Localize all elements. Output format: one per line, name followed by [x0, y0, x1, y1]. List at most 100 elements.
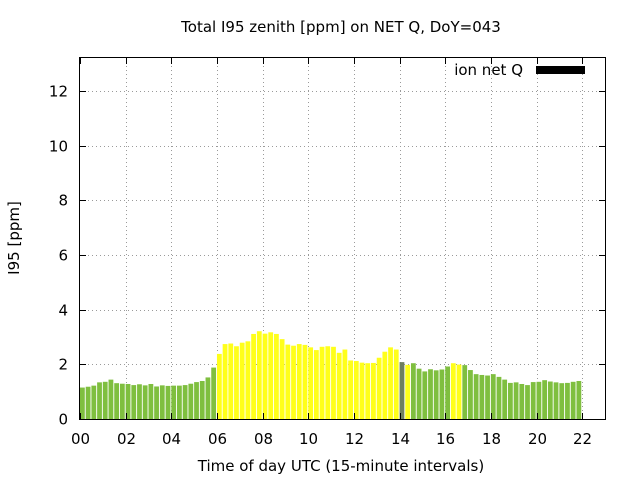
bar	[125, 383, 131, 419]
bar	[171, 385, 177, 419]
y-tick-label: 6	[58, 247, 68, 265]
bar	[428, 369, 433, 419]
bar	[296, 344, 302, 419]
x-tick-label: 12	[345, 430, 364, 448]
bar	[336, 352, 342, 419]
bar	[513, 382, 519, 419]
bar	[194, 382, 199, 419]
bar	[302, 344, 308, 419]
bar	[119, 383, 125, 419]
bar	[177, 385, 182, 419]
plot-frame	[79, 57, 606, 420]
bar	[251, 333, 256, 419]
bar	[234, 346, 239, 419]
bar	[291, 345, 296, 419]
x-tick-label: 22	[573, 430, 592, 448]
bar	[239, 342, 245, 419]
bar	[371, 362, 376, 419]
bar	[570, 381, 576, 419]
grid	[80, 58, 605, 419]
bar	[148, 383, 154, 419]
bar	[490, 374, 496, 419]
x-tick-label: 20	[528, 430, 547, 448]
bar	[262, 333, 268, 419]
bar	[576, 380, 582, 419]
bar	[376, 357, 382, 419]
x-tick-label: 04	[162, 430, 181, 448]
y-axis-label: I95 [ppm]	[5, 201, 23, 275]
bar	[559, 383, 565, 419]
bar	[399, 362, 405, 419]
bar	[479, 374, 485, 419]
y-tick-label: 0	[58, 411, 68, 429]
bar	[393, 349, 399, 419]
bar	[313, 350, 319, 419]
bar	[102, 381, 108, 419]
bar	[405, 364, 411, 419]
x-tick-label: 14	[391, 430, 410, 448]
bar	[91, 385, 97, 419]
bar	[154, 386, 159, 419]
bar	[359, 362, 365, 419]
bar	[142, 385, 148, 419]
y-tick-label: 12	[49, 83, 68, 101]
bar	[456, 364, 462, 419]
bar	[182, 385, 188, 419]
bar	[519, 383, 525, 419]
bar	[445, 366, 451, 419]
bar	[542, 380, 548, 419]
bar	[388, 347, 393, 419]
bar	[433, 370, 439, 419]
bar	[199, 380, 205, 419]
bar	[496, 376, 502, 419]
legend-label: ion net Q	[454, 61, 523, 79]
bar	[159, 385, 165, 419]
bar	[165, 385, 171, 419]
bar	[342, 349, 348, 419]
bar	[216, 353, 222, 419]
bar	[211, 367, 217, 419]
bar	[279, 339, 285, 419]
y-tick-label: 8	[58, 192, 68, 210]
bar	[245, 341, 251, 419]
x-tick-label: 08	[254, 430, 273, 448]
bar	[137, 384, 142, 419]
bar	[553, 382, 559, 419]
bar	[530, 382, 536, 419]
bar	[507, 382, 513, 419]
bar	[473, 374, 479, 419]
bar	[188, 383, 194, 419]
bar	[325, 346, 331, 419]
bar	[468, 370, 473, 419]
chart-title: Total I95 zenith [ppm] on NET Q, DoY=043	[180, 18, 501, 36]
bar	[222, 344, 228, 419]
bar	[274, 333, 279, 419]
y-tick-label: 2	[58, 356, 68, 374]
x-tick-label: 06	[208, 430, 227, 448]
bar	[308, 347, 314, 419]
x-tick-label: 00	[71, 430, 90, 448]
x-tick-label: 10	[299, 430, 318, 448]
bar	[450, 363, 456, 419]
x-tick-label: 18	[482, 430, 501, 448]
bar	[205, 377, 211, 419]
bar	[114, 383, 120, 419]
bar	[439, 369, 445, 419]
bar	[331, 346, 336, 419]
bar	[228, 343, 234, 419]
bar	[85, 386, 91, 419]
bar	[131, 385, 137, 419]
bar	[525, 385, 530, 419]
bar	[536, 381, 542, 419]
legend-swatch	[536, 66, 585, 74]
bar	[485, 375, 490, 419]
x-axis-label: Time of day UTC (15-minute intervals)	[197, 457, 484, 475]
bar	[422, 371, 428, 419]
bar	[108, 379, 114, 419]
bar	[97, 382, 102, 419]
bars	[80, 331, 582, 419]
bar	[80, 387, 85, 419]
bar	[502, 379, 508, 419]
